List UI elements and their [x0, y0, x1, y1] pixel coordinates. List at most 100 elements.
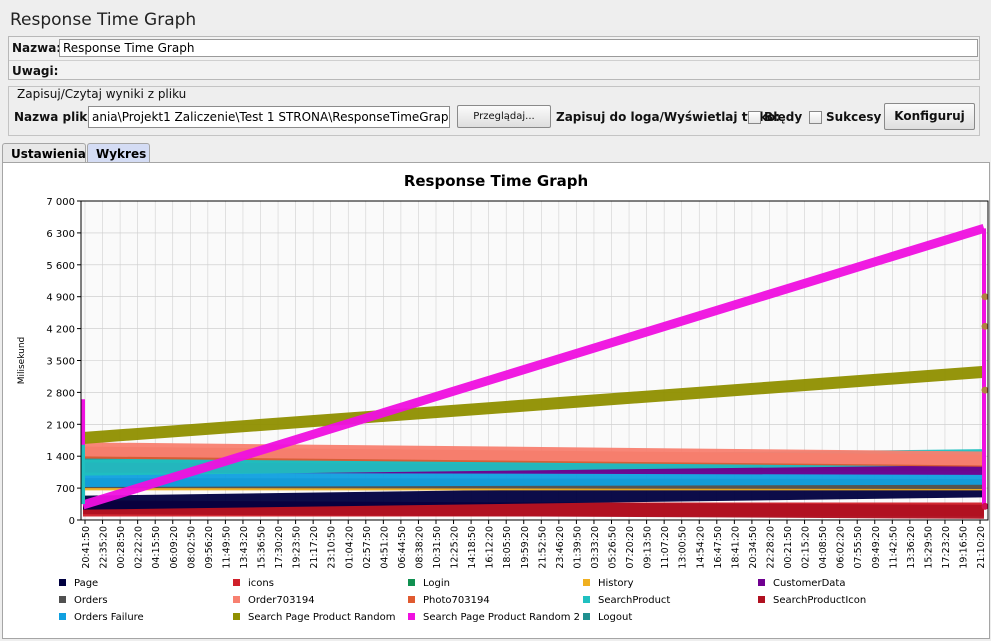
x-tick-label: 01:39:50: [572, 526, 583, 569]
series-line: [82, 468, 985, 487]
legend-swatch: [233, 613, 240, 620]
divider: [9, 60, 979, 61]
series-line: [82, 442, 985, 466]
x-tick-label: 16:47:50: [713, 526, 724, 569]
legend-swatch: [59, 579, 66, 586]
file-group-label: Zapisuj/Czytaj wyniki z pliku: [14, 87, 190, 101]
filename-label: Nazwa pliku: [14, 110, 96, 124]
x-tick-label: 16:12:20: [485, 526, 496, 569]
chart-title: Response Time Graph: [404, 172, 588, 190]
legend-swatch: [408, 579, 415, 586]
x-tick-label: 04:15:50: [151, 526, 162, 569]
file-group: [8, 86, 980, 136]
x-tick-label: 01:04:20: [344, 526, 355, 569]
x-tick-label: 06:02:20: [836, 526, 847, 569]
success-checkbox[interactable]: [809, 111, 822, 124]
x-tick-label: 03:33:20: [590, 526, 601, 569]
x-tick-label: 08:38:20: [414, 526, 425, 569]
x-tick-label: 04:51:20: [379, 526, 390, 569]
x-tick-label: 21:52:50: [537, 526, 548, 569]
legend-swatch: [59, 596, 66, 603]
x-tick-label: 00:28:50: [116, 526, 127, 569]
legend-swatch: [59, 613, 66, 620]
legend-label: History: [598, 578, 634, 589]
legend-swatch: [758, 596, 765, 603]
legend-label: CustomerData: [773, 578, 845, 589]
x-tick-label: 10:31:50: [432, 526, 443, 569]
log-label: Zapisuj do loga/Wyświetlaj tylko:: [556, 110, 781, 124]
x-tick-label: 09:56:20: [204, 526, 215, 569]
x-tick-label: 02:22:20: [134, 526, 145, 569]
legend-swatch: [408, 613, 415, 620]
x-tick-label: 11:07:20: [660, 526, 671, 569]
x-tick-label: 09:49:20: [871, 526, 882, 569]
plot-frame: [80, 200, 989, 521]
x-tick-label: 07:55:50: [853, 526, 864, 569]
legend-label: Orders Failure: [74, 612, 144, 623]
legend-label: Order703194: [248, 595, 315, 606]
errors-label: Błędy: [764, 110, 803, 124]
y-tick-label: 700: [56, 484, 75, 495]
x-tick-label: 13:43:20: [239, 526, 250, 569]
x-tick-label: 14:54:20: [695, 526, 706, 569]
browse-button[interactable]: Przeglądaj...: [457, 105, 551, 128]
legend-swatch: [583, 579, 590, 586]
y-tick-label: 4 200: [46, 325, 75, 336]
x-tick-label: 18:41:20: [730, 526, 741, 569]
x-tick-label: 11:42:50: [888, 526, 899, 569]
tab-graph[interactable]: Wykres: [87, 143, 150, 163]
x-tick-label: 11:49:50: [221, 526, 232, 569]
legend-label: Logout: [598, 612, 632, 623]
x-tick-label: 21:10:20: [976, 526, 987, 569]
configure-button[interactable]: Konfiguruj: [884, 103, 975, 130]
y-tick-label: 3 500: [46, 357, 75, 368]
name-label: Nazwa:: [12, 41, 62, 55]
series-line: [81, 224, 986, 510]
x-tick-label: 06:44:50: [397, 526, 408, 569]
tab-settings[interactable]: Ustawienia: [2, 143, 86, 163]
x-tick-label: 17:23:20: [941, 526, 952, 569]
y-tick-label: 6 300: [46, 229, 75, 240]
series-point: [981, 322, 989, 330]
x-tick-label: 19:59:20: [520, 526, 531, 569]
legend-swatch: [758, 579, 765, 586]
y-tick-label: 5 600: [46, 261, 75, 272]
name-input[interactable]: Response Time Graph: [59, 39, 978, 57]
x-tick-label: 20:41:50: [81, 526, 92, 569]
legend-label: SearchProductIcon: [773, 595, 866, 606]
y-tick-label: 1 400: [46, 452, 75, 463]
series-line: [82, 500, 985, 519]
graph-panel: Response Time Graph 0 700 1 400 2 100 2 800 3 …: [2, 162, 990, 639]
x-tick-label: 15:36:50: [257, 526, 268, 569]
x-tick-label: 19:16:50: [959, 526, 970, 569]
x-tick-label: 21:17:20: [309, 526, 320, 569]
x-tick-label: 04:08:50: [818, 526, 829, 569]
success-label: Sukcesy: [826, 110, 882, 124]
x-tick-label: 07:20:20: [625, 526, 636, 569]
page-title: Response Time Graph: [10, 10, 197, 30]
y-tick-label: 0: [69, 516, 75, 527]
series-point: [981, 386, 989, 394]
y-tick-label: 2 100: [46, 420, 75, 431]
legend-label: Orders: [74, 595, 108, 606]
x-tick-label: 13:36:20: [906, 526, 917, 569]
x-tick-label: 14:18:50: [467, 526, 478, 569]
response-time-chart: Response Time Graph 0 700 1 400 2 100 2 800 3 …: [17, 172, 989, 623]
x-tick-label: 17:30:20: [274, 526, 285, 569]
y-tick-label: 7 000: [46, 197, 75, 208]
comments-label: Uwagi:: [12, 64, 59, 78]
x-tick-label: 02:15:20: [801, 526, 812, 569]
y-axis-label: Milisekund: [17, 337, 27, 385]
x-tick-label: 20:34:50: [748, 526, 759, 569]
x-tick-label: 05:26:50: [608, 526, 619, 569]
file-group-top-border: [8, 86, 980, 87]
x-tick-label: 09:13:50: [643, 526, 654, 569]
x-tick-label: 23:10:50: [327, 526, 338, 569]
legend-swatch: [583, 596, 590, 603]
errors-checkbox[interactable]: [748, 111, 761, 124]
legend-swatch: [583, 613, 590, 620]
x-tick-label: 19:23:50: [292, 526, 303, 569]
filename-input[interactable]: ania\Projekt1 Zaliczenie\Test 1 STRONA\R…: [88, 106, 450, 128]
legend-label: Page: [74, 578, 98, 589]
legend-swatch: [233, 579, 240, 586]
